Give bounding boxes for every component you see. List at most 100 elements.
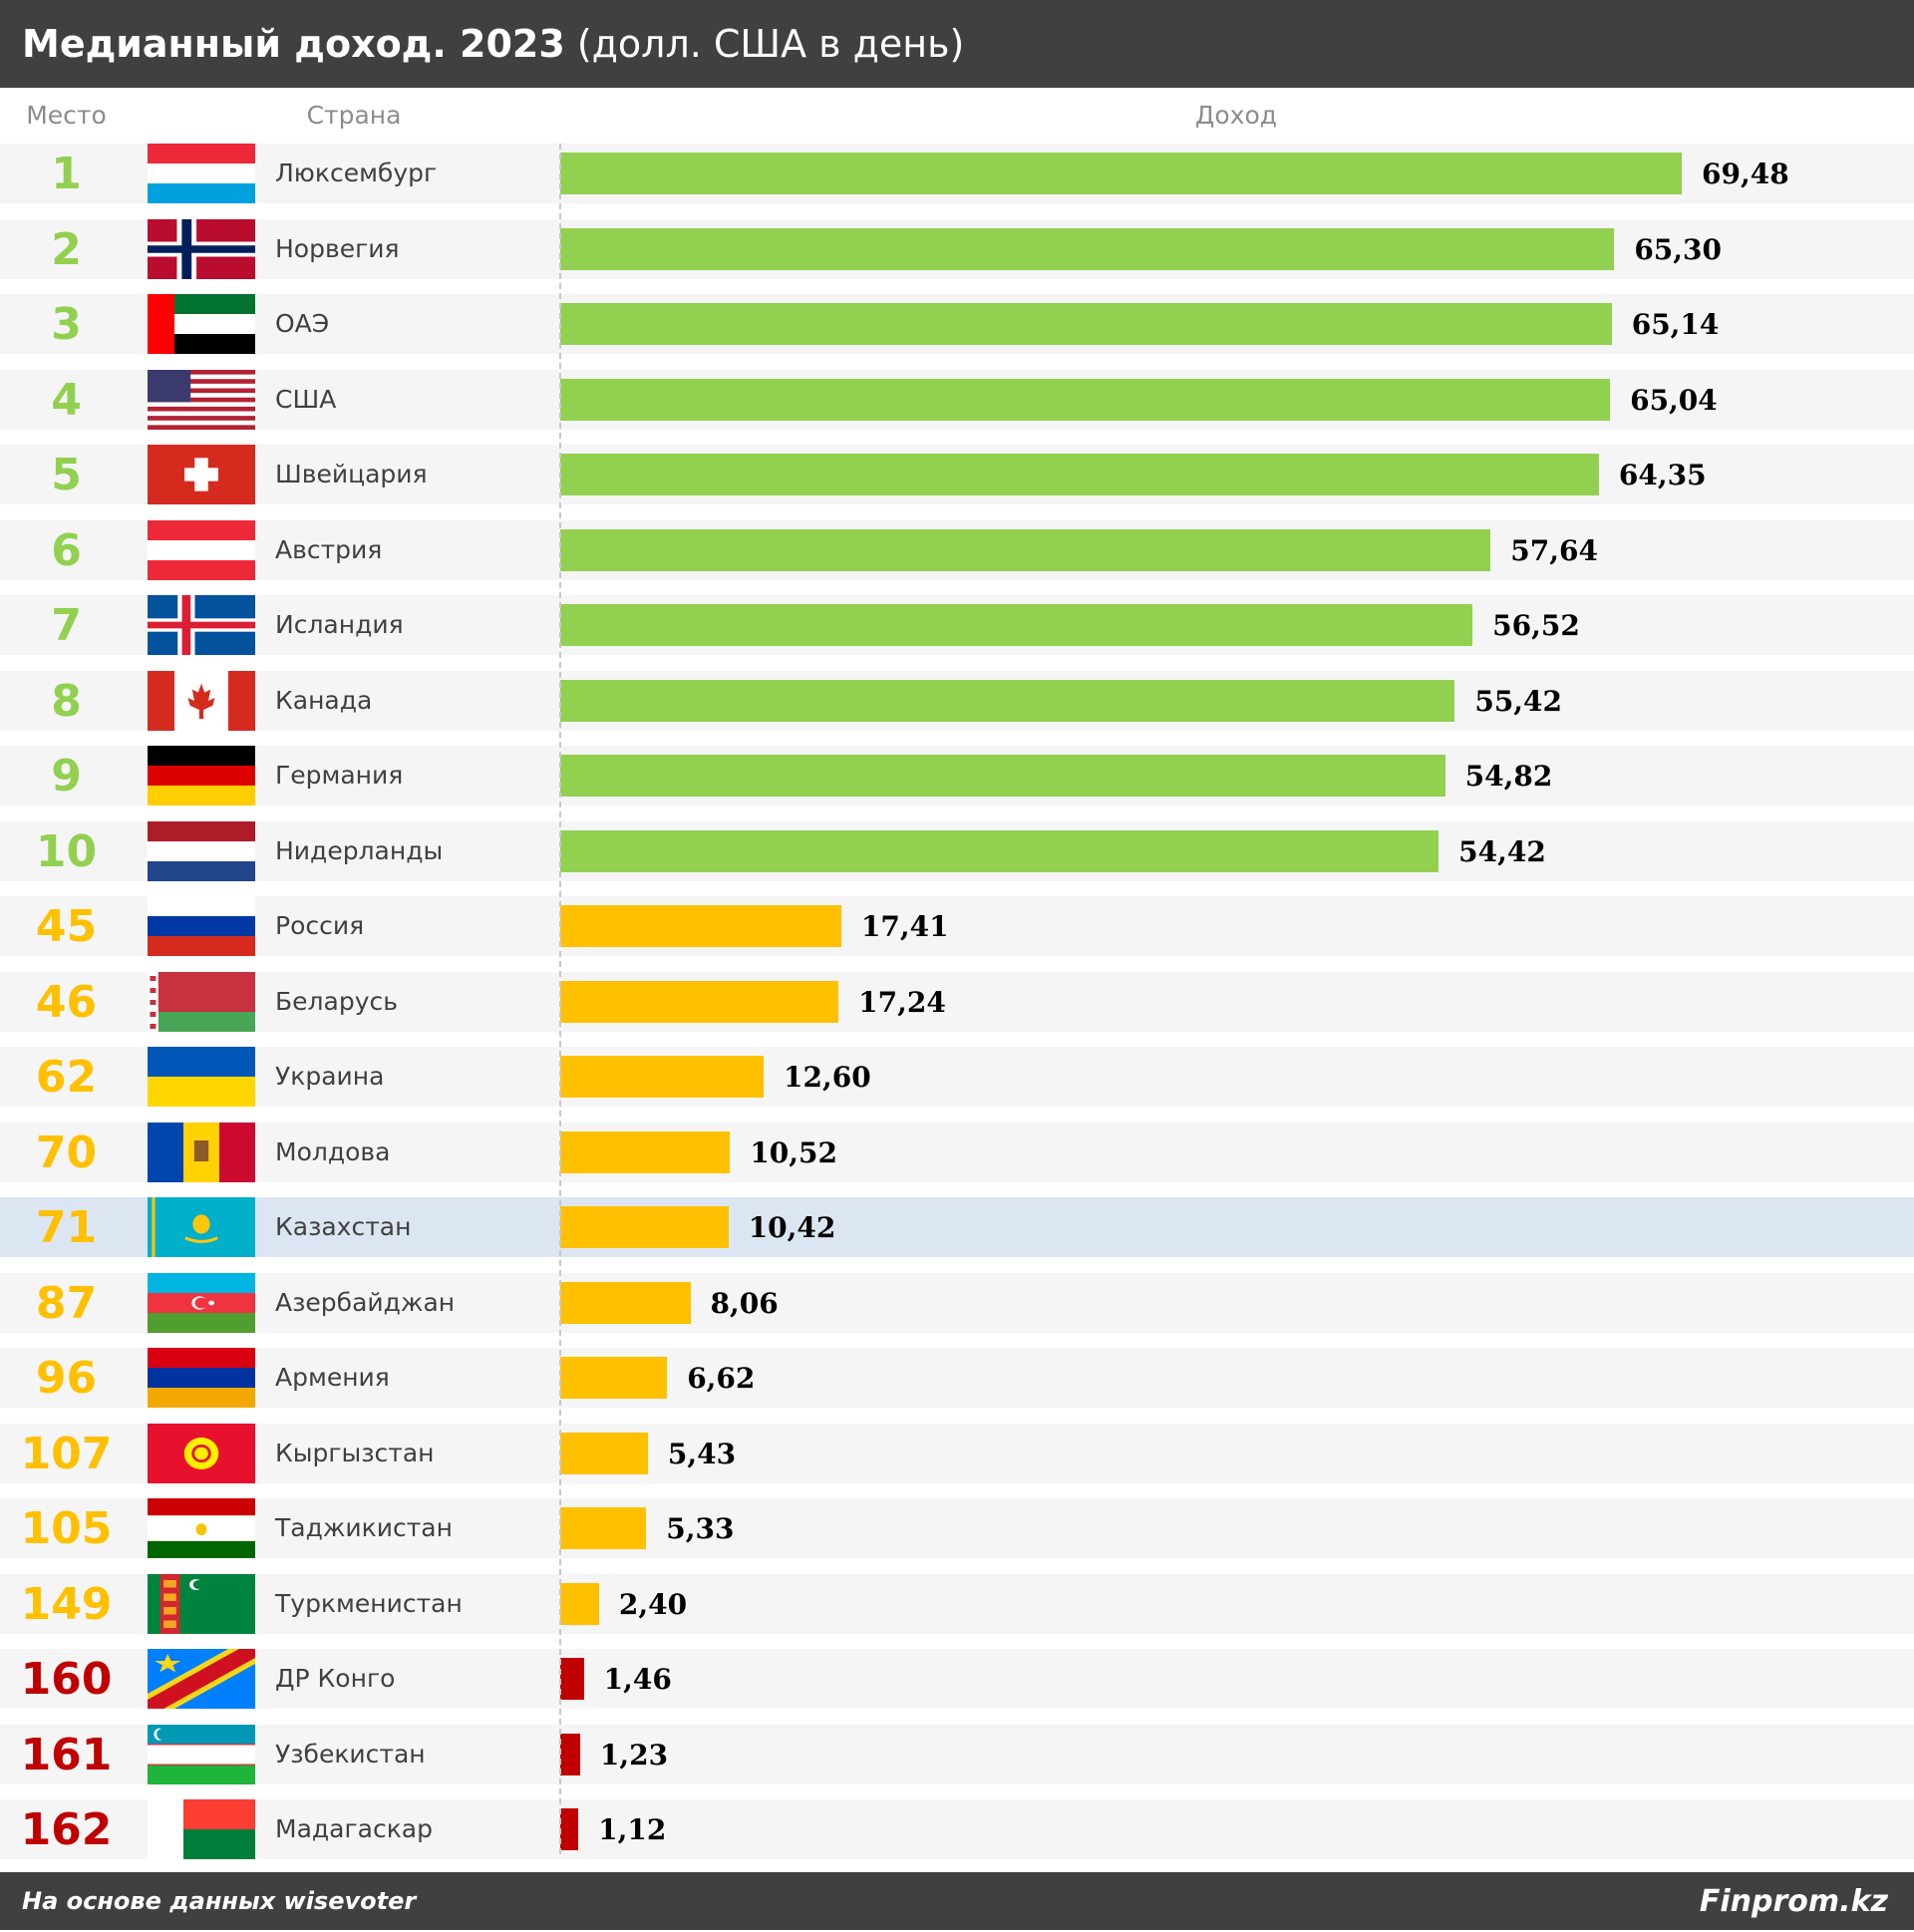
rank-label: 71 bbox=[35, 1202, 98, 1253]
bar bbox=[560, 528, 1491, 571]
value-label: 65,30 bbox=[1634, 232, 1722, 266]
rank-label: 160 bbox=[20, 1654, 113, 1705]
rank-label: 5 bbox=[51, 450, 82, 500]
rank-label: 7 bbox=[51, 600, 82, 651]
chart-title-bar: Медианный доход. 2023 (долл. США в день) bbox=[0, 0, 1914, 88]
rank-label: 62 bbox=[35, 1052, 98, 1103]
chart-row: 4 США 65,04 bbox=[0, 369, 1914, 430]
bar bbox=[560, 1507, 647, 1549]
rank-label: 149 bbox=[20, 1578, 113, 1630]
chart-row: 160 ДР Конго 1,46 bbox=[0, 1649, 1914, 1709]
chart-row: 3 ОАЭ 65,14 bbox=[0, 294, 1914, 354]
chart-subtitle: (долл. США в день) bbox=[576, 22, 965, 66]
flag-mg-icon bbox=[148, 1799, 255, 1859]
bar bbox=[560, 1432, 648, 1474]
country-name: Люксембург bbox=[275, 159, 438, 187]
country-name: Россия bbox=[275, 911, 365, 940]
value-label: 17,41 bbox=[860, 910, 949, 943]
chart-row: 162 Мадагаскар 1,12 bbox=[0, 1799, 1914, 1859]
column-header-income: Доход bbox=[1194, 101, 1278, 130]
bar bbox=[560, 1582, 599, 1625]
country-name: Узбекистан bbox=[275, 1739, 426, 1769]
value-label: 65,14 bbox=[1631, 308, 1720, 341]
rank-label: 87 bbox=[35, 1277, 98, 1329]
bar bbox=[560, 829, 1439, 872]
rank-label: 96 bbox=[35, 1353, 98, 1404]
rank-label: 6 bbox=[51, 524, 82, 576]
flag-am-icon bbox=[148, 1348, 255, 1408]
flag-cd-icon bbox=[148, 1649, 255, 1709]
bar bbox=[560, 1130, 731, 1173]
country-name: Нидерланды bbox=[275, 835, 444, 865]
value-label: 64,35 bbox=[1618, 459, 1707, 491]
chart-row: 107 Кыргызстан 5,43 bbox=[0, 1423, 1914, 1483]
country-name: Австрия bbox=[275, 534, 383, 564]
flag-ca-icon bbox=[148, 670, 255, 731]
flag-lu-icon bbox=[148, 144, 255, 203]
bar bbox=[560, 980, 839, 1023]
bar bbox=[560, 1281, 691, 1324]
value-label: 1,46 bbox=[603, 1663, 672, 1696]
flag-ae-icon bbox=[148, 294, 255, 354]
country-name: Молдова bbox=[275, 1136, 391, 1166]
brand-logo-text: Finprom.kz bbox=[1699, 1884, 1888, 1919]
chart-row: 6 Австрия 57,64 bbox=[0, 519, 1914, 580]
chart-title: Медианный доход. 2023 bbox=[22, 22, 565, 66]
bar bbox=[560, 1056, 764, 1098]
chart-row: 8 Канада 55,42 bbox=[0, 670, 1914, 731]
country-name: Армения bbox=[275, 1363, 390, 1392]
rank-label: 46 bbox=[35, 976, 98, 1028]
flag-ua-icon bbox=[148, 1047, 255, 1107]
rank-label: 107 bbox=[20, 1428, 113, 1479]
chart-row: 45 Россия 17,41 bbox=[0, 896, 1914, 956]
bar bbox=[560, 227, 1615, 270]
country-name: Норвегия bbox=[275, 233, 400, 263]
rank-label: 9 bbox=[51, 751, 82, 802]
bar bbox=[560, 303, 1612, 345]
flag-ru-icon bbox=[148, 896, 255, 956]
chart-row: 2 Норвегия 65,30 bbox=[0, 218, 1914, 279]
chart-row: 7 Исландия 56,52 bbox=[0, 595, 1914, 655]
flag-at-icon bbox=[148, 519, 255, 580]
value-label: 8,06 bbox=[710, 1286, 779, 1320]
flag-us-icon bbox=[148, 369, 255, 430]
flag-uz-icon bbox=[148, 1724, 255, 1784]
bar bbox=[560, 378, 1611, 421]
flag-tj-icon bbox=[148, 1498, 255, 1558]
rank-label: 105 bbox=[20, 1503, 113, 1554]
chart-row: 105 Таджикистан 5,33 bbox=[0, 1498, 1914, 1558]
country-name: Швейцария bbox=[275, 460, 428, 488]
country-name: Казахстан bbox=[275, 1212, 412, 1241]
value-label: 10,42 bbox=[748, 1211, 836, 1244]
chart-row: 96 Армения 6,62 bbox=[0, 1348, 1914, 1408]
value-label: 2,40 bbox=[618, 1587, 688, 1621]
flag-de-icon bbox=[148, 746, 255, 805]
bar bbox=[560, 1357, 668, 1399]
flag-by-icon bbox=[148, 971, 255, 1032]
chart-row: 161 Узбекистан 1,23 bbox=[0, 1724, 1914, 1784]
value-label: 6,62 bbox=[687, 1362, 756, 1395]
country-name: США bbox=[275, 384, 337, 414]
country-name: Германия bbox=[275, 761, 404, 790]
country-name: Канада bbox=[275, 685, 373, 715]
chart-row: 5 Швейцария 64,35 bbox=[0, 445, 1914, 504]
chart-row: 46 Беларусь 17,24 bbox=[0, 971, 1914, 1032]
bar bbox=[560, 1206, 729, 1248]
flag-nl-icon bbox=[148, 820, 255, 881]
country-name: Таджикистан bbox=[275, 1513, 453, 1542]
rank-label: 8 bbox=[51, 675, 82, 727]
chart-row: 149 Туркменистан 2,40 bbox=[0, 1573, 1914, 1634]
flag-kz-icon bbox=[148, 1197, 255, 1257]
value-label: 17,24 bbox=[858, 985, 946, 1019]
value-label: 12,60 bbox=[784, 1061, 871, 1094]
bar bbox=[560, 1658, 584, 1700]
rank-label: 10 bbox=[35, 825, 98, 877]
rank-label: 2 bbox=[51, 223, 82, 275]
bar bbox=[560, 755, 1445, 797]
footer-source: На основе данных wisevoter bbox=[22, 1887, 417, 1915]
value-label: 56,52 bbox=[1492, 609, 1580, 642]
flag-no-icon bbox=[148, 218, 255, 279]
value-label: 5,43 bbox=[667, 1437, 737, 1470]
value-label: 54,82 bbox=[1464, 760, 1553, 793]
rank-label: 1 bbox=[51, 149, 82, 199]
